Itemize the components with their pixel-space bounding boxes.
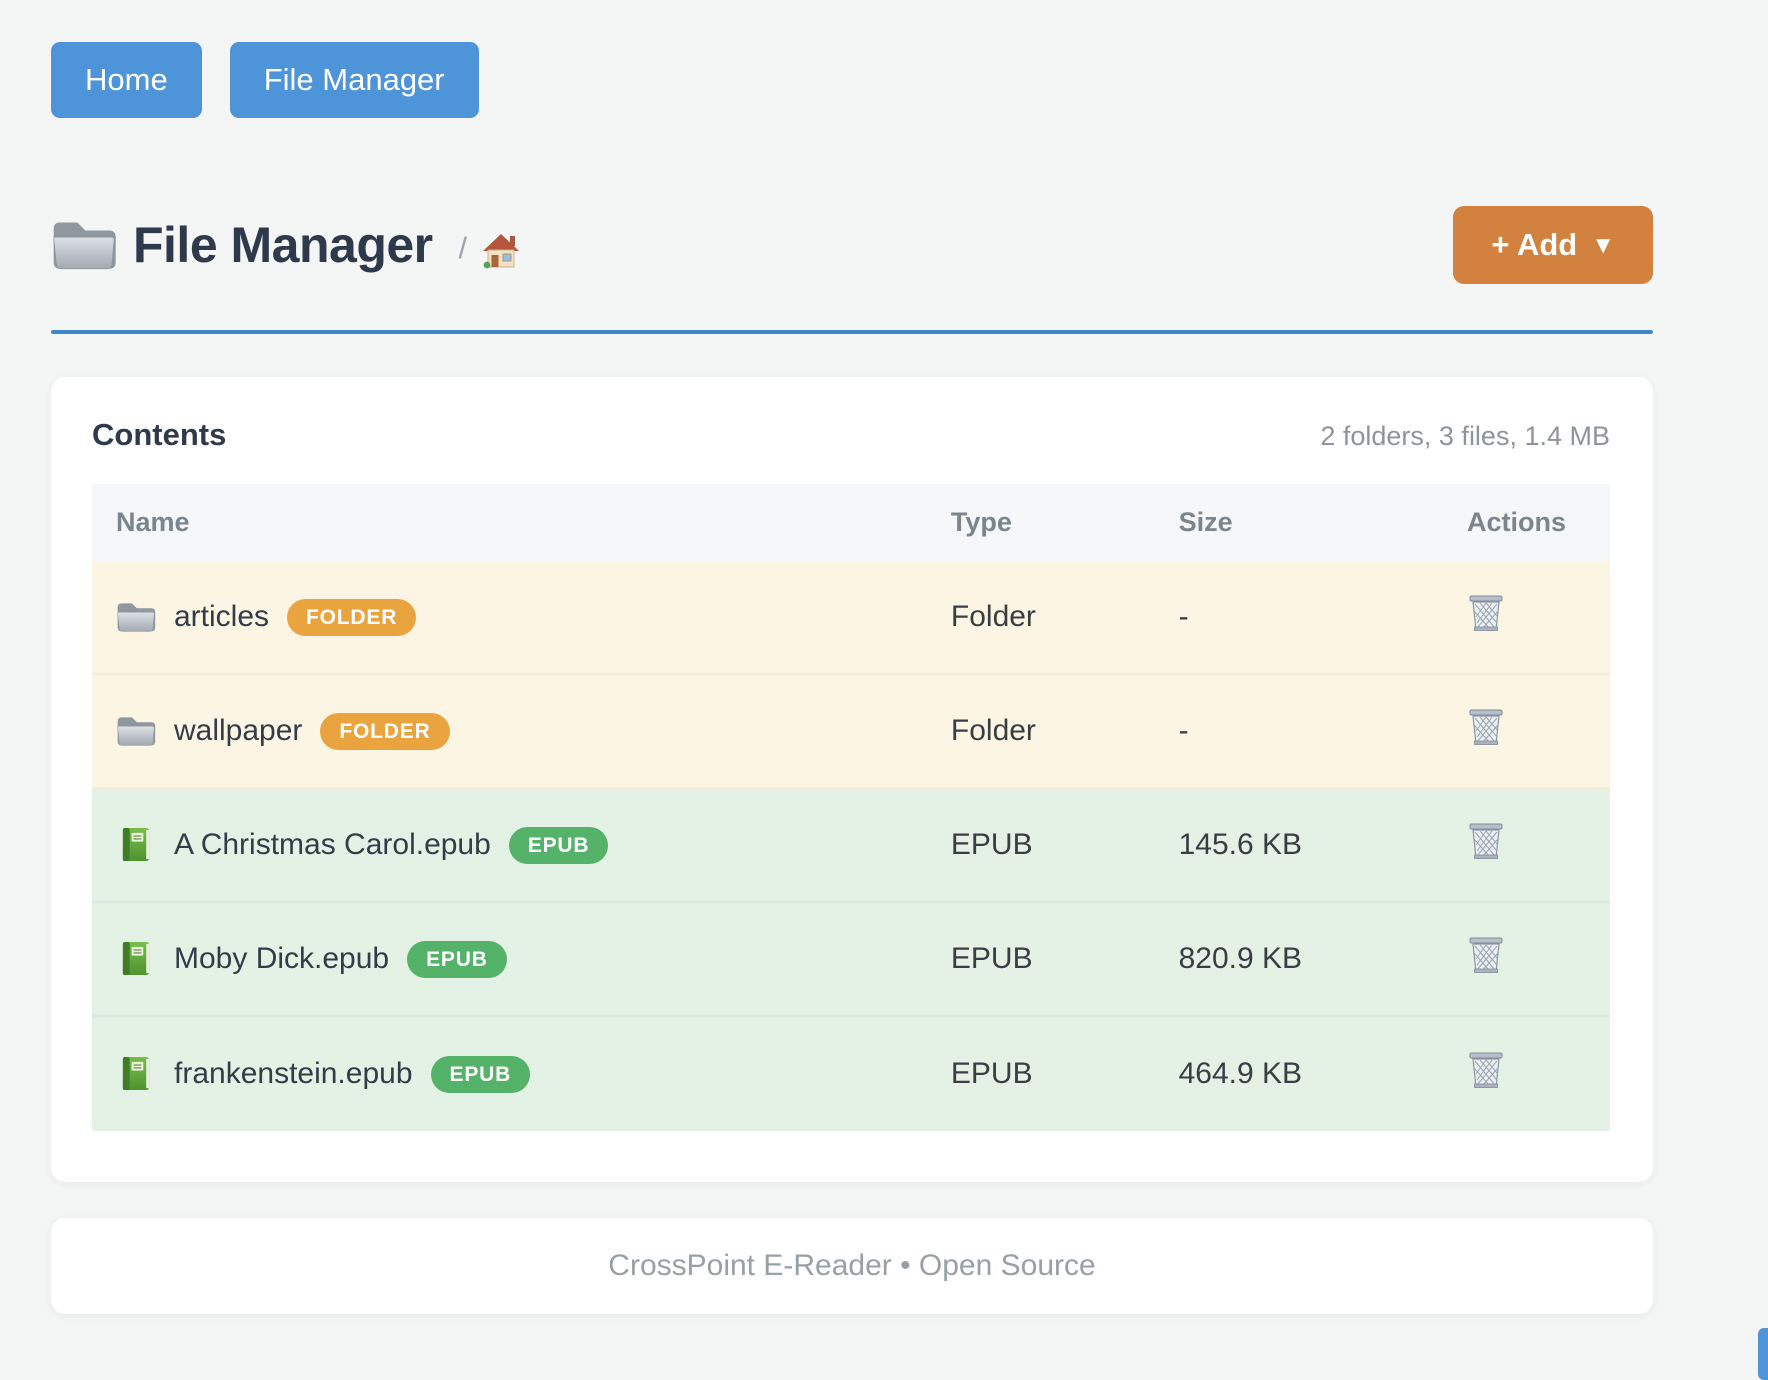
type-cell: Folder	[950, 600, 1036, 633]
scrollbar-thumb[interactable]	[1758, 1328, 1768, 1380]
add-button-label: + Add	[1491, 227, 1578, 262]
size-cell: 820.9 KB	[1178, 942, 1303, 975]
footer-text: CrossPoint E-Reader • Open Source	[608, 1249, 1096, 1282]
chevron-down-icon: ▼	[1591, 232, 1615, 259]
file-table: Name Type Size Actions articles FOLDER F…	[92, 484, 1610, 1131]
file-name-link[interactable]: articles	[174, 600, 270, 633]
size-cell: 145.6 KB	[1178, 828, 1303, 861]
folder-icon	[116, 713, 156, 749]
book-icon	[116, 827, 156, 863]
trash-icon-button[interactable]	[1467, 1050, 1505, 1090]
column-header-size: Size	[1178, 507, 1233, 537]
breadcrumb: /	[458, 232, 467, 265]
page-title: File Manager	[133, 217, 433, 273]
type-badge: EPUB	[407, 940, 507, 978]
contents-title: Contents	[92, 417, 227, 452]
add-button[interactable]: + Add ▼	[1453, 206, 1653, 284]
type-badge: EPUB	[508, 826, 609, 864]
type-badge: FOLDER	[287, 598, 417, 636]
home-nav-button[interactable]: Home	[51, 42, 202, 118]
trash-icon-button[interactable]	[1467, 707, 1505, 747]
table-row: Moby Dick.epub EPUB EPUB 820.9 KB	[92, 903, 1610, 1017]
table-header-row: Name Type Size Actions	[92, 484, 1610, 561]
folder-icon	[53, 222, 117, 270]
trash-icon-button[interactable]	[1467, 593, 1505, 633]
house-icon[interactable]	[481, 230, 521, 270]
page-content: Home File Manager File Manager / + Add ▼…	[51, 0, 1653, 1314]
size-cell: -	[1178, 600, 1189, 633]
size-cell: -	[1178, 714, 1189, 747]
file-name-link[interactable]: frankenstein.epub	[174, 1057, 413, 1090]
trash-icon-button[interactable]	[1467, 935, 1505, 975]
table-row: frankenstein.epub EPUB EPUB 464.9 KB	[92, 1017, 1610, 1131]
page-header: File Manager / + Add ▼	[51, 206, 1653, 284]
contents-card-header: Contents 2 folders, 3 files, 1.4 MB	[92, 417, 1610, 453]
footer-card: CrossPoint E-Reader • Open Source	[51, 1218, 1653, 1314]
top-nav: Home File Manager	[51, 0, 1653, 118]
file-name-link[interactable]: Moby Dick.epub	[174, 942, 390, 975]
contents-summary: 2 folders, 3 files, 1.4 MB	[1320, 421, 1610, 451]
type-badge: FOLDER	[320, 712, 450, 750]
table-row: A Christmas Carol.epub EPUB EPUB 145.6 K…	[92, 789, 1610, 903]
column-header-actions: Actions	[1466, 507, 1566, 537]
file-name-link[interactable]: wallpaper	[174, 714, 303, 747]
type-cell: EPUB	[950, 942, 1033, 975]
folder-icon	[116, 599, 156, 635]
book-icon	[116, 941, 156, 977]
contents-card: Contents 2 folders, 3 files, 1.4 MB Name…	[51, 377, 1653, 1182]
file-manager-nav-button[interactable]: File Manager	[229, 42, 479, 118]
size-cell: 464.9 KB	[1178, 1057, 1303, 1090]
type-cell: EPUB	[950, 828, 1033, 861]
type-cell: EPUB	[950, 1057, 1033, 1090]
book-icon	[116, 1056, 156, 1092]
trash-icon-button[interactable]	[1467, 821, 1505, 861]
table-row: articles FOLDER Folder -	[92, 561, 1610, 675]
type-cell: Folder	[950, 714, 1036, 747]
title-divider	[51, 330, 1653, 334]
file-name-link[interactable]: A Christmas Carol.epub	[174, 828, 491, 861]
table-row: wallpaper FOLDER Folder -	[92, 675, 1610, 789]
column-header-name: Name	[116, 507, 190, 537]
title-group: File Manager /	[51, 216, 521, 274]
type-badge: EPUB	[430, 1055, 531, 1093]
column-header-type: Type	[950, 507, 1012, 537]
